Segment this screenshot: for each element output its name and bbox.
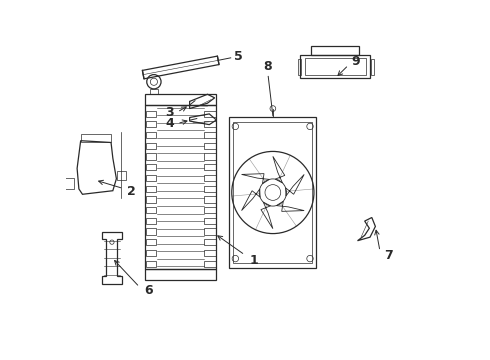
Text: 3: 3 xyxy=(166,105,174,119)
Text: 4: 4 xyxy=(166,117,174,130)
Text: 6: 6 xyxy=(144,284,153,297)
Text: 9: 9 xyxy=(351,55,360,68)
Text: 1: 1 xyxy=(249,254,258,267)
Text: 8: 8 xyxy=(263,60,271,73)
Text: 7: 7 xyxy=(384,248,393,261)
Text: 5: 5 xyxy=(234,50,243,63)
Text: 2: 2 xyxy=(127,185,136,198)
